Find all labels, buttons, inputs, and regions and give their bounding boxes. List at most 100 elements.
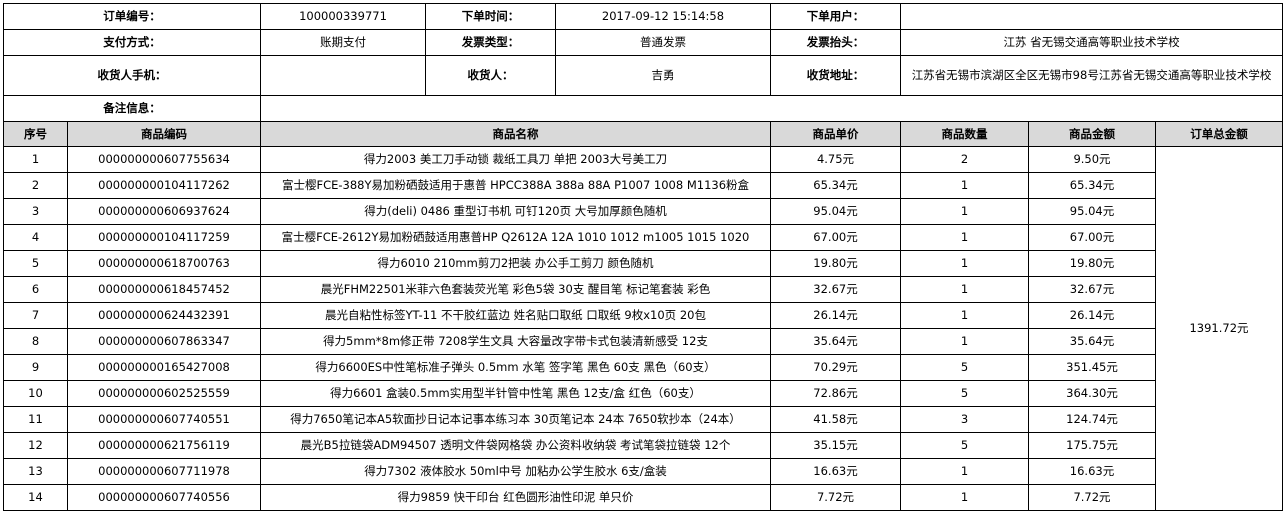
quantity: 1 (900, 328, 1029, 355)
line-amount: 35.64元 (1028, 328, 1156, 355)
product-name: 晨光B5拉链袋ADM94507 透明文件袋网格袋 办公资料收纳袋 考试笔袋拉链袋… (260, 432, 771, 459)
order-time-label: 下单时间： (425, 3, 556, 30)
payment-label: 支付方式： (3, 29, 261, 56)
header-amount: 商品金额 (1028, 121, 1156, 147)
table-row: 11 000000000607740551 得力7650笔记本A5软面抄日记本记事本… (3, 406, 1283, 433)
header-code: 商品编码 (67, 121, 261, 147)
row-no: 13 (3, 458, 68, 485)
line-amount: 67.00元 (1028, 224, 1156, 251)
line-amount: 351.45元 (1028, 354, 1156, 381)
product-name: 富士樱FCE-2612Y易加粉硒鼓适用惠普HP Q2612A 12A 1010 … (260, 224, 771, 251)
unit-price: 70.29元 (770, 354, 901, 381)
line-amount: 364.30元 (1028, 380, 1156, 407)
header-name: 商品名称 (260, 121, 771, 147)
table-row: 8 000000000607863347 得力5mm*8m修正带 7208学生文具 … (3, 328, 1283, 355)
quantity: 3 (900, 406, 1029, 433)
table-row: 1 000000000607755634 得力2003 美工刀手动锁 裁纸工具刀 单… (3, 146, 1284, 511)
quantity: 5 (900, 354, 1029, 381)
row-no: 10 (3, 380, 68, 407)
product-code: 000000000104117259 (67, 224, 261, 251)
product-code: 000000000602525559 (67, 380, 261, 407)
product-code: 000000000607740551 (67, 406, 261, 433)
row-no: 14 (3, 484, 68, 511)
line-amount: 9.50元 (1028, 146, 1156, 173)
unit-price: 65.34元 (770, 172, 901, 199)
order-user-value (899, 3, 1284, 30)
unit-price: 67.00元 (770, 224, 901, 251)
quantity: 1 (900, 198, 1029, 225)
unit-price: 4.75元 (770, 146, 901, 173)
product-name: 得力5mm*8m修正带 7208学生文具 大容量改字带卡式包装清新感受 12支 (260, 328, 771, 355)
line-amount: 65.34元 (1028, 172, 1156, 199)
product-name: 晨光自粘性标签YT-11 不干胶红蓝边 姓名贴口取纸 口取纸 9枚x10页 20… (260, 302, 771, 329)
unit-price: 16.63元 (770, 458, 901, 485)
line-amount: 7.72元 (1028, 484, 1156, 511)
product-code: 000000000607711978 (67, 458, 261, 485)
invoice-title-value: 江苏 省无锡交通高等职业技术学校 (899, 29, 1284, 56)
table-row: 3 000000000606937624 得力(deli) 0486 重型订书机 可… (3, 198, 1283, 225)
unit-price: 35.64元 (770, 328, 901, 355)
unit-price: 35.15元 (770, 432, 901, 459)
invoice-type-value: 普通发票 (555, 29, 771, 56)
unit-price: 19.80元 (770, 250, 901, 277)
line-amount: 26.14元 (1028, 302, 1156, 329)
product-code: 000000000618457452 (67, 276, 261, 303)
product-name: 得力9859 快干印台 红色圆形油性印泥 单只价 (260, 484, 771, 511)
product-name: 晨光FHM22501米菲六色套装荧光笔 彩色5袋 30支 醒目笔 标记笔套装 彩… (260, 276, 771, 303)
quantity: 1 (900, 224, 1029, 251)
receiver-value: 吉勇 (555, 55, 771, 96)
row-no: 3 (3, 198, 68, 225)
row-no: 8 (3, 328, 68, 355)
row-no: 4 (3, 224, 68, 251)
header-order-total: 订单总金额 (1154, 121, 1284, 147)
product-code: 000000000165427008 (67, 354, 261, 381)
product-name: 得力2003 美工刀手动锁 裁纸工具刀 单把 2003大号美工刀 (260, 146, 771, 173)
row-no: 12 (3, 432, 68, 459)
table-header: 序号 商品编码 商品名称 商品单价 商品数量 商品金额 订单总金额 (3, 121, 1284, 147)
line-amount: 16.63元 (1028, 458, 1156, 485)
order-total-value: 1391.72元 (1154, 146, 1284, 511)
quantity: 2 (900, 146, 1029, 173)
receiver-phone-label: 收货人手机： (3, 55, 261, 96)
receiver-phone-value (260, 55, 426, 96)
quantity: 5 (900, 380, 1029, 407)
order-detail-table: 订单编号： 100000339771 下单时间： 2017-09-12 15:1… (3, 3, 1284, 511)
quantity: 1 (900, 276, 1029, 303)
table-row: 10 000000000602525559 得力6601 盒装0.5mm实用型半针管… (3, 380, 1283, 407)
order-no-value: 100000339771 (260, 3, 426, 30)
product-name: 得力6010 210mm剪刀2把装 办公手工剪刀 颜色随机 (260, 250, 771, 277)
quantity: 5 (900, 432, 1029, 459)
table-row: 12 000000000621756119 晨光B5拉链袋ADM94507 透明文件… (3, 432, 1283, 459)
table-row: 4 000000000104117259 富士樱FCE-2612Y易加粉硒鼓适用惠普… (3, 224, 1283, 251)
table-row: 14 000000000607740556 得力9859 快干印台 红色圆形油性印泥… (3, 484, 1283, 511)
product-code: 000000000607740556 (67, 484, 261, 511)
product-code: 000000000607863347 (67, 328, 261, 355)
product-code: 000000000104117262 (67, 172, 261, 199)
line-amount: 95.04元 (1028, 198, 1156, 225)
product-name: 得力7302 液体胶水 50ml中号 加粘办公学生胶水 6支/盒装 (260, 458, 771, 485)
product-code: 000000000624432391 (67, 302, 261, 329)
order-time-value: 2017-09-12 15:14:58 (555, 3, 771, 30)
product-name: 得力6601 盒装0.5mm实用型半针管中性笔 黑色 12支/盒 红色（60支） (260, 380, 771, 407)
header-no: 序号 (3, 121, 68, 147)
receiver-label: 收货人： (425, 55, 556, 96)
table-row: 7 000000000624432391 晨光自粘性标签YT-11 不干胶红蓝边 姓… (3, 302, 1283, 329)
line-amount: 19.80元 (1028, 250, 1156, 277)
unit-price: 26.14元 (770, 302, 901, 329)
row-no: 6 (3, 276, 68, 303)
info-row-order: 订单编号： 100000339771 下单时间： 2017-09-12 15:1… (3, 3, 1284, 30)
row-no: 9 (3, 354, 68, 381)
line-amount: 175.75元 (1028, 432, 1156, 459)
info-row-payment: 支付方式： 账期支付 发票类型： 普通发票 发票抬头： 江苏 省无锡交通高等职业… (3, 29, 1284, 56)
product-code: 000000000607755634 (67, 146, 261, 173)
table-row: 5 000000000618700763 得力6010 210mm剪刀2把装 办公手… (3, 250, 1283, 277)
info-row-remark: 备注信息： (3, 95, 1284, 122)
invoice-type-label: 发票类型： (425, 29, 556, 56)
address-label: 收货地址： (770, 55, 901, 96)
table-row: 2 000000000104117262 富士樱FCE-388Y易加粉硒鼓适用于惠普… (3, 172, 1283, 199)
product-name: 得力(deli) 0486 重型订书机 可钉120页 大号加厚颜色随机 (260, 198, 771, 225)
unit-price: 41.58元 (770, 406, 901, 433)
product-name: 得力6600ES中性笔标准子弹头 0.5mm 水笔 签字笔 黑色 60支 黑色（… (260, 354, 771, 381)
unit-price: 95.04元 (770, 198, 901, 225)
row-no: 7 (3, 302, 68, 329)
